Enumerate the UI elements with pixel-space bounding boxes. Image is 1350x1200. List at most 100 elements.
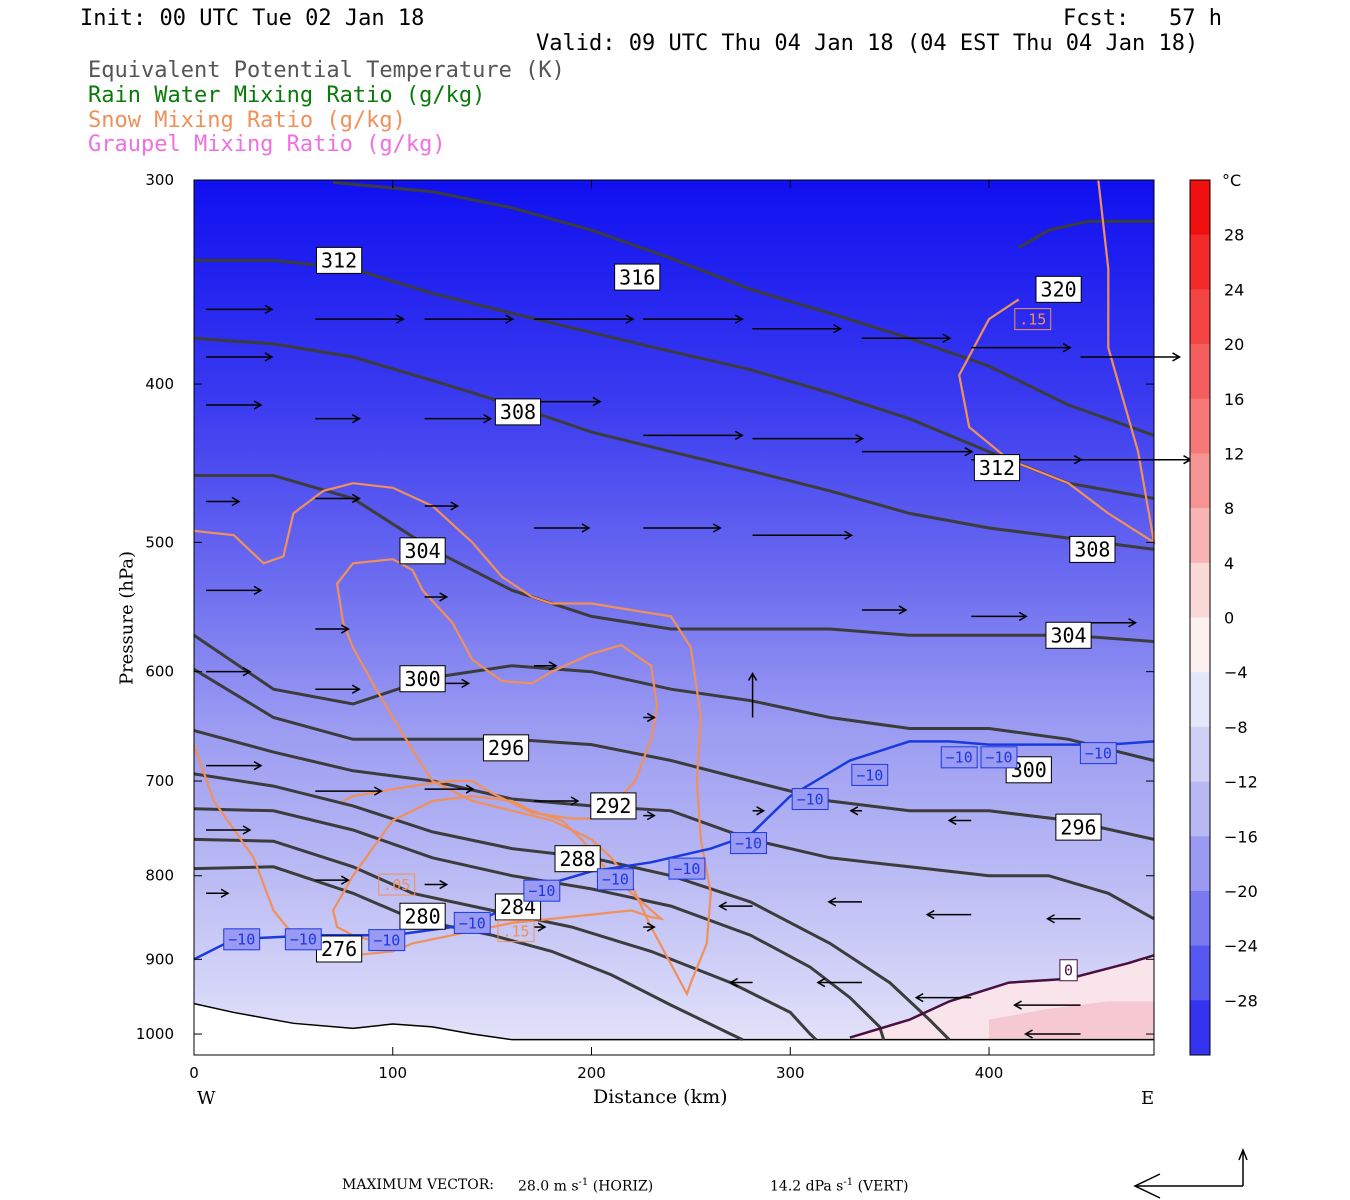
wind-vector [206,400,263,410]
wind-vector [206,304,274,314]
colorbar-swatch [1190,890,1210,947]
colorbar-tick-label: 4 [1224,554,1234,573]
svg-text:−10: −10 [228,931,255,949]
svg-text:292: 292 [595,794,631,818]
theta-e-contour-284 [193,807,886,1041]
warm-region-shading-inner [989,1001,1154,1040]
contour-label: 300 [399,665,446,693]
wind-vector [424,784,475,794]
colorbar-tick-label: 20 [1224,335,1244,354]
y-tick-label: 700 [145,772,174,790]
wind-vector [1046,914,1081,924]
wind-vector [643,314,744,324]
theta-e-contour-316 [332,180,1155,437]
colorbar-tick-label: 8 [1224,499,1234,518]
west-label: W [197,1088,216,1109]
contour-label: 304 [399,537,446,565]
contour-label: .15 [497,920,535,943]
terrain-outline [193,1002,1154,1041]
init-time: Init: 00 UTC Tue 02 Jan 18 [80,6,425,31]
contour-label: 320 [1035,275,1082,303]
colorbar-swatch [1190,289,1210,345]
x-tick-label: 100 [378,1064,407,1082]
svg-text:−10: −10 [290,931,317,949]
wind-vector [643,712,656,723]
wind-vector [206,761,263,771]
wind-vector [1024,1029,1081,1039]
wind-vector [1013,1000,1081,1010]
svg-text:296: 296 [488,736,524,760]
contour-label: −10 [940,746,978,769]
valid-time: Valid: 09 UTC Thu 04 Jan 18 (04 EST Thu … [536,31,1199,56]
colorbar-swatch [1190,781,1210,837]
field-label-theta-e: Equivalent Potential Temperature (K) [88,58,565,83]
svg-text:−10: −10 [602,871,629,889]
colorbar-tick-label: 24 [1224,280,1244,299]
wind-vector [1080,352,1182,362]
wind-vector [533,523,591,533]
svg-text:296: 296 [1060,815,1096,839]
wind-vector [827,897,862,907]
svg-text:−10: −10 [946,749,973,767]
x-tick-label: 400 [975,1064,1004,1082]
colorbar-tick-label: −24 [1224,937,1258,956]
contour-label: 276 [315,935,363,963]
svg-text:312: 312 [321,249,357,273]
theta-e-contour-288 [193,772,951,1041]
svg-text:−10: −10 [735,834,762,852]
y-tick-label: 300 [145,171,174,189]
wind-vector [643,430,744,441]
field-label-snow: Snow Mixing Ratio (g/kg) [88,108,406,133]
colorbar-swatch [1190,945,1210,1001]
colorbar-swatch [1190,344,1210,400]
contour-label: −10 [453,911,491,934]
wind-vector [206,585,263,595]
svg-text:−10: −10 [528,882,555,900]
y-tick-label: 1000 [136,1025,174,1043]
colorbar-swatch [1190,562,1210,618]
wind-vector [424,414,493,424]
svg-text:312: 312 [979,456,1015,480]
wind-vector [747,671,758,718]
y-axis-label: Pressure (hPa) [116,550,138,686]
colorbar-swatch [1190,180,1210,236]
y-tick-label: 500 [145,533,174,551]
wind-vector [206,888,230,898]
wind-vector [861,333,952,343]
svg-text:−10: −10 [1085,745,1112,763]
terrain [194,1003,1154,1055]
theta-e-contour-292 [193,729,1155,921]
contour-label: 312 [315,246,363,274]
y-tick-label: 800 [145,867,174,885]
contour-label: −10 [523,879,561,902]
wind-vector [533,922,547,932]
wind-vector [315,493,361,504]
wind-vector [643,810,656,821]
contour-label: 280 [399,902,446,930]
wind-vector [206,667,252,677]
wind-vector [315,875,350,885]
wind-vector [729,977,753,988]
wind-vector [914,992,972,1003]
colorbar-tick-label: 28 [1224,226,1244,245]
wind-vector [315,786,383,796]
wind-vector [533,314,635,324]
wind-vector [206,825,252,835]
wind-vector [752,434,865,444]
wind-vector [424,501,460,511]
contour-label: 292 [590,792,637,820]
wind-vector [315,414,361,424]
theta-e-contour-308 [193,336,1155,551]
colorbar-swatch [1190,617,1210,673]
plot-frame [193,179,1155,1056]
wind-vector [206,496,241,507]
x-axis-label: Distance (km) [593,1086,728,1108]
wind-vector [718,901,753,911]
x-tick-label: 200 [577,1064,606,1082]
colorbar-tick-label: −12 [1224,773,1258,792]
svg-text:−10: −10 [459,914,486,932]
wind-vector [752,324,843,334]
svg-text:−10: −10 [797,790,824,808]
snow-contour-2 [958,179,1156,545]
